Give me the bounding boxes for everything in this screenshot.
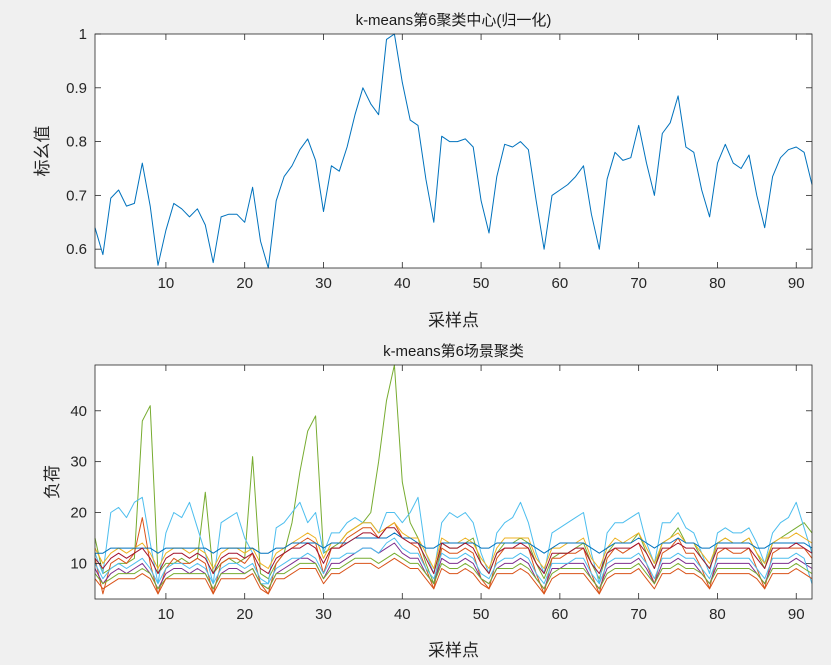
top-plot-background bbox=[95, 34, 812, 268]
bottom-x-tick-label: 50 bbox=[473, 606, 490, 623]
bottom-x-tick-label: 70 bbox=[630, 606, 647, 623]
bottom-series-layer bbox=[94, 364, 813, 595]
bottom-x-tick-label: 80 bbox=[709, 606, 726, 623]
top-x-tick-label: 70 bbox=[630, 275, 647, 292]
bottom-ticks-layer: 10 20 30 40 50 60 70 80 90 10 20 30 40 bbox=[70, 365, 812, 623]
bottom-series-line-5 bbox=[95, 532, 813, 554]
bottom-x-tick-label: 30 bbox=[315, 606, 332, 623]
bottom-axes: 10 20 30 40 50 60 70 80 90 10 20 30 40 k-means第6场景聚类… bbox=[43, 342, 813, 660]
bottom-series-line-1 bbox=[94, 496, 813, 585]
bottom-x-axis-label: 采样点 bbox=[428, 641, 479, 660]
top-y-tick-label: 1 bbox=[79, 26, 87, 43]
top-plot-frame bbox=[94, 33, 813, 269]
bottom-series-line-9 bbox=[94, 557, 813, 595]
top-y-tick-label: 0.7 bbox=[66, 187, 87, 204]
top-ticks-layer: 10 20 30 40 50 60 70 80 90 0.6 0.7 0.8 0.9 1 bbox=[66, 26, 812, 292]
bottom-y-tick-label: 10 bbox=[70, 555, 87, 572]
bottom-chart-title: k-means第6场景聚类 bbox=[383, 342, 524, 360]
bottom-series-line-2 bbox=[94, 517, 813, 595]
bottom-series-line-7 bbox=[94, 537, 813, 585]
top-series-line-0 bbox=[94, 33, 813, 269]
bottom-plot-frame bbox=[94, 364, 813, 600]
top-x-tick-label: 60 bbox=[552, 275, 569, 292]
bottom-x-tick-label: 90 bbox=[788, 606, 805, 623]
top-x-tick-label: 10 bbox=[158, 275, 175, 292]
bottom-plot-background bbox=[95, 365, 812, 599]
top-series-layer bbox=[94, 33, 813, 269]
top-x-tick-label: 50 bbox=[473, 275, 490, 292]
top-x-tick-label: 90 bbox=[788, 275, 805, 292]
top-x-tick-label: 20 bbox=[236, 275, 253, 292]
bottom-x-tick-label: 60 bbox=[552, 606, 569, 623]
top-x-tick-label: 30 bbox=[315, 275, 332, 292]
top-y-axis-label: 标幺值 bbox=[33, 126, 52, 177]
top-axes: 10 20 30 40 50 60 70 80 90 0.6 0.7 0.8 0.9 1 k-means第… bbox=[33, 11, 813, 330]
top-x-tick-label: 40 bbox=[394, 275, 411, 292]
bottom-y-tick-label: 20 bbox=[70, 505, 87, 522]
bottom-x-tick-label: 20 bbox=[236, 606, 253, 623]
bottom-x-tick-label: 40 bbox=[394, 606, 411, 623]
bottom-series-line-6 bbox=[94, 527, 813, 575]
bottom-y-axis-label: 负荷 bbox=[43, 465, 62, 499]
top-y-tick-label: 0.9 bbox=[66, 80, 87, 97]
top-chart-title: k-means第6聚类中心(归一化) bbox=[356, 11, 552, 29]
bottom-y-tick-label: 40 bbox=[70, 403, 87, 420]
top-x-axis-label: 采样点 bbox=[428, 311, 479, 330]
bottom-y-tick-label: 30 bbox=[70, 454, 87, 471]
top-y-tick-label: 0.8 bbox=[66, 134, 87, 151]
bottom-x-tick-label: 10 bbox=[158, 606, 175, 623]
bottom-series-line-8 bbox=[94, 552, 813, 590]
top-y-tick-label: 0.6 bbox=[66, 241, 87, 258]
top-x-tick-label: 80 bbox=[709, 275, 726, 292]
